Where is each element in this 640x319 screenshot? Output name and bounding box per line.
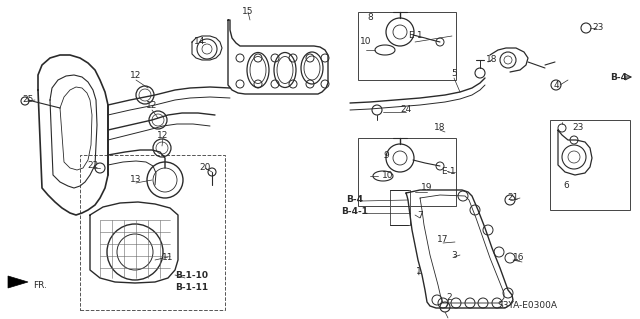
Text: E-1: E-1	[408, 32, 422, 41]
Text: 15: 15	[243, 8, 253, 17]
Text: 4: 4	[553, 80, 559, 90]
Text: 10: 10	[360, 38, 372, 47]
Text: 19: 19	[421, 183, 433, 192]
Text: 13: 13	[131, 175, 141, 184]
Text: FR.: FR.	[33, 280, 47, 290]
Text: 9: 9	[383, 151, 389, 160]
Text: 12: 12	[147, 100, 157, 109]
Text: 10: 10	[382, 170, 394, 180]
Text: 12: 12	[157, 130, 169, 139]
Text: 23: 23	[572, 123, 584, 132]
Text: 5: 5	[451, 69, 457, 78]
Text: 23: 23	[592, 24, 604, 33]
Text: B-4: B-4	[611, 72, 627, 81]
Text: B-4: B-4	[346, 196, 364, 204]
Text: B-1-11: B-1-11	[175, 283, 209, 292]
Text: 2: 2	[446, 293, 452, 301]
Text: 18: 18	[486, 56, 498, 64]
Text: 17: 17	[437, 235, 449, 244]
Bar	[358, 138, 456, 206]
Text: 21: 21	[508, 194, 518, 203]
Text: 1: 1	[416, 268, 422, 277]
Bar	[390, 190, 410, 225]
Text: 11: 11	[163, 253, 173, 262]
Text: S3YA-E0300A: S3YA-E0300A	[497, 300, 557, 309]
Text: B-4-1: B-4-1	[342, 207, 369, 217]
Text: B-1-10: B-1-10	[175, 271, 209, 279]
Text: 8: 8	[367, 13, 373, 23]
Text: 7: 7	[417, 211, 423, 219]
Bar	[80, 155, 225, 310]
Text: 22: 22	[88, 160, 99, 169]
Bar	[358, 12, 456, 80]
Polygon shape	[8, 276, 28, 288]
Text: E-1: E-1	[441, 167, 455, 176]
Text: 6: 6	[563, 181, 569, 189]
Text: 25: 25	[22, 95, 34, 105]
Text: 24: 24	[401, 106, 412, 115]
Text: 3: 3	[451, 250, 457, 259]
Text: 14: 14	[195, 38, 205, 47]
Text: 20: 20	[199, 164, 211, 173]
Text: 12: 12	[131, 70, 141, 79]
Text: 16: 16	[513, 254, 525, 263]
Text: 18: 18	[435, 123, 445, 132]
Bar	[550, 120, 630, 210]
